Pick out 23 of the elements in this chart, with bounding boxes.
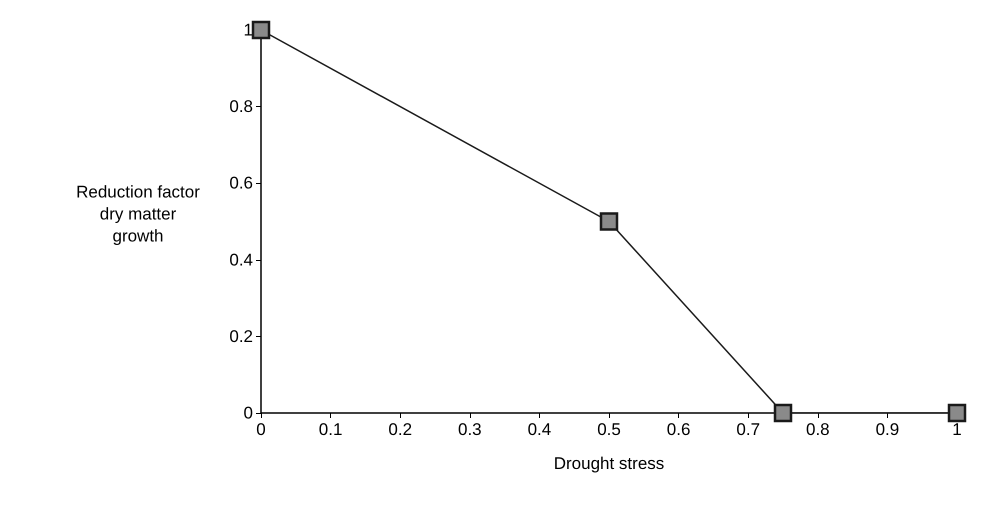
y-tick-label: 0.4	[229, 250, 253, 270]
x-tick-label: 0	[256, 420, 266, 439]
point	[948, 404, 966, 422]
y-axis-title: Reduction factor dry matter growth	[76, 182, 200, 246]
y-tick-label: 0.6	[229, 174, 253, 193]
y-tick-label: 0.8	[229, 97, 253, 116]
y-tick-label: 0	[244, 404, 253, 422]
x-tick-label: 0.7	[736, 420, 760, 439]
point	[252, 20, 270, 40]
x-tick-label: 0.6	[666, 420, 690, 439]
y-tick-label: 1	[244, 20, 253, 40]
x-tick-label: 0.8	[806, 420, 830, 439]
x-tick-label: 0.5	[597, 420, 621, 439]
x-tick-label: 0.4	[528, 420, 552, 439]
x-axis-title: Drought stress	[554, 454, 664, 473]
y-tick-label: 0.2	[229, 326, 253, 346]
x-tick-label: 0.2	[388, 420, 412, 439]
x-tick-label: 0.1	[318, 420, 342, 439]
point	[774, 404, 792, 422]
x-tick-label: 1	[952, 420, 962, 439]
x-tick-label: 0.9	[876, 420, 900, 439]
point	[600, 212, 618, 231]
x-tick-label: 0.3	[458, 420, 482, 439]
